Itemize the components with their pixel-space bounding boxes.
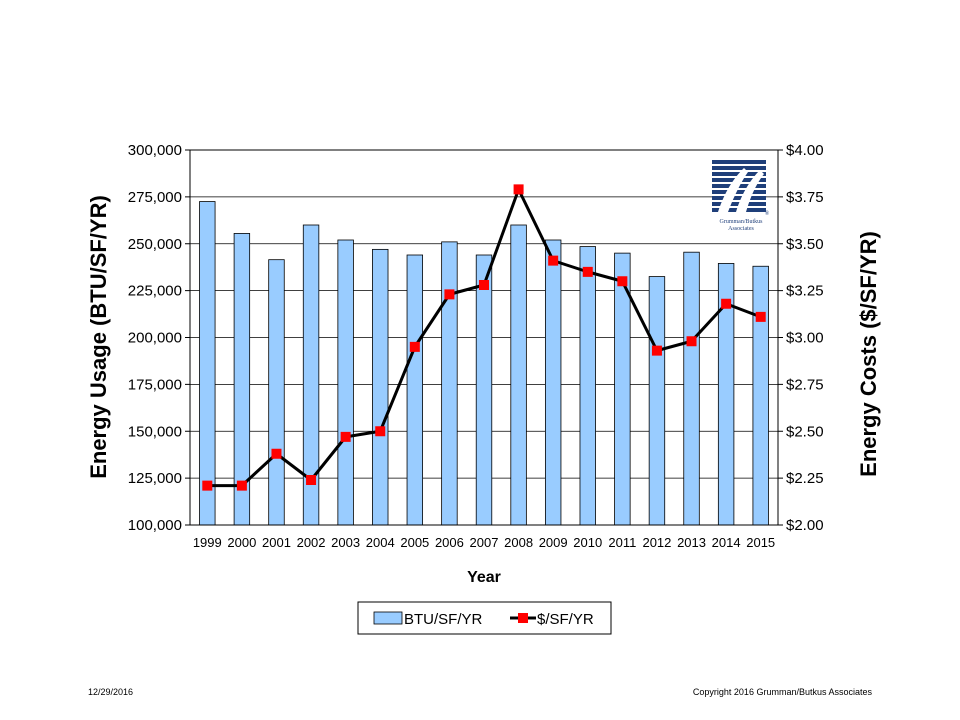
left-tick-label: 175,000	[128, 376, 182, 393]
right-tick-label: $4.00	[786, 142, 824, 159]
cost-point	[651, 345, 662, 356]
right-tick-label: $3.00	[786, 330, 824, 347]
right-tick-label: $2.50	[786, 423, 824, 440]
left-tick-label: 225,000	[128, 283, 182, 300]
logo-mark-icon	[712, 160, 766, 212]
legend-label-btu: BTU/SF/YR	[404, 611, 483, 628]
x-tick-label: 2015	[746, 535, 775, 550]
bar	[510, 224, 527, 526]
company-logo: Grumman/Butkus Associates ®	[712, 160, 770, 232]
x-axis-title: Year	[467, 569, 501, 586]
logo-stripe	[712, 164, 766, 166]
cost-point	[236, 480, 247, 491]
cost-point	[582, 266, 593, 277]
x-tick-label: 2007	[470, 535, 499, 550]
cost-point	[375, 426, 386, 437]
x-tick-label: 2009	[539, 535, 568, 550]
bar	[406, 254, 424, 526]
left-tick-label: 100,000	[128, 517, 182, 534]
footer-date: 12/29/2016	[88, 687, 134, 697]
cost-point	[479, 280, 489, 290]
cost-point	[271, 448, 282, 459]
bar	[648, 276, 666, 526]
x-tick-label: 2005	[400, 535, 429, 550]
x-tick-label: 2008	[504, 535, 533, 550]
bar	[199, 201, 216, 526]
right-tick-label: $2.25	[786, 470, 824, 487]
left-axis-title: Energy Usage (BTU/SF/YR)	[86, 195, 111, 479]
left-tick-label: 275,000	[128, 189, 182, 206]
left-tick-label: 125,000	[128, 470, 182, 487]
right-tick-label: $3.75	[786, 189, 824, 206]
logo-line2: Associates	[728, 226, 754, 232]
x-tick-label: 2011	[608, 535, 636, 550]
x-tick-label: 2002	[297, 535, 326, 550]
x-tick-label: 2003	[331, 535, 360, 550]
right-axis-title: Energy Costs ($/SF/YR)	[856, 231, 881, 477]
right-axis-ticks: $2.00 $2.25 $2.50 $2.75 $3.00 $3.25 $3.50 $3.75…	[778, 142, 824, 534]
left-tick-label: 150,000	[128, 423, 182, 440]
logo-swoosh	[718, 168, 748, 212]
left-axis-ticks: 100,000 125,000 150,000 175,000 200,000 225,0…	[128, 142, 190, 534]
logo-swoosh	[736, 170, 764, 212]
logo-stripe	[712, 194, 766, 196]
logo-line1: Grumman/Butkus	[720, 219, 764, 225]
left-tick-label: 250,000	[128, 236, 182, 253]
cost-point	[548, 255, 559, 266]
bar	[683, 251, 700, 526]
right-tick-label: $2.00	[786, 517, 824, 534]
cost-point	[617, 276, 628, 287]
bar-series	[199, 201, 769, 526]
x-tick-label: 1999	[193, 535, 222, 550]
x-tick-label: 2000	[227, 535, 256, 550]
bar	[752, 265, 769, 526]
cost-point	[409, 341, 420, 352]
cost-point	[306, 475, 317, 485]
bar	[337, 239, 354, 526]
cost-point	[340, 431, 351, 442]
left-tick-label: 300,000	[128, 142, 182, 159]
x-tick-label: 2014	[712, 535, 741, 550]
cost-point	[721, 298, 732, 309]
cost-point	[686, 336, 697, 347]
cost-point	[444, 289, 455, 300]
footer-copyright: Copyright 2016 Grumman/Butkus Associates	[692, 687, 872, 697]
bar	[268, 259, 285, 526]
legend-bar-swatch	[373, 611, 403, 625]
legend-label-cost: $/SF/YR	[537, 611, 594, 628]
line-series	[202, 184, 766, 491]
cost-point	[513, 184, 524, 195]
bar	[475, 254, 493, 526]
right-tick-label: $3.50	[786, 236, 824, 253]
logo-stripe	[712, 188, 766, 190]
cost-point	[755, 311, 766, 322]
x-tick-label: 2012	[642, 535, 671, 550]
x-tick-label: 2013	[677, 535, 706, 550]
x-tick-label: 2010	[573, 535, 602, 550]
right-tick-label: $2.75	[786, 376, 824, 393]
cost-point	[202, 480, 213, 491]
x-tick-label: 2001	[262, 535, 291, 550]
x-tick-label: 2004	[366, 535, 395, 550]
x-tick-label: 2006	[435, 535, 464, 550]
bar	[579, 246, 596, 526]
bar	[544, 239, 562, 526]
legend-marker-swatch	[518, 613, 528, 623]
bar	[441, 241, 458, 526]
legend: BTU/SF/YR $/SF/YR	[357, 601, 612, 635]
logo-registered-mark: ®	[765, 210, 770, 217]
x-axis-ticks: 1999 2000 2001 2002 2003 2004 2005 2006 2007 2008…	[193, 535, 775, 550]
left-tick-label: 200,000	[128, 330, 182, 347]
bar	[372, 248, 389, 526]
right-tick-label: $3.25	[786, 283, 824, 300]
logo-stripe	[712, 200, 766, 202]
logo-stripe	[712, 170, 766, 172]
